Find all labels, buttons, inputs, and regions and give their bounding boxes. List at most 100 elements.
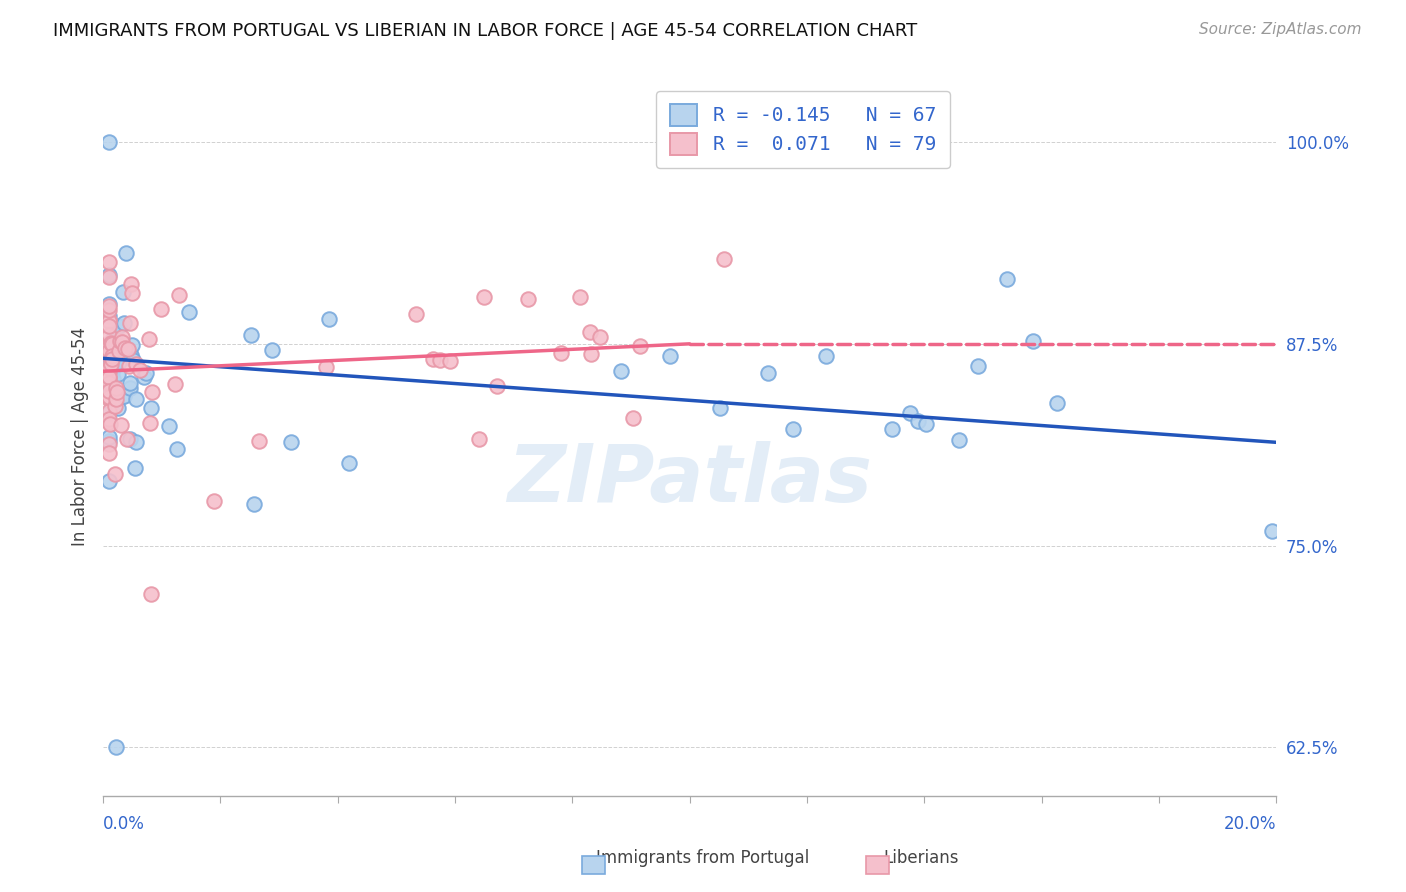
Point [98, 430, 121, 444]
Point [157, 418, 180, 433]
Point [98, 349, 121, 363]
Point [118, 381, 141, 395]
Point [98, 372, 121, 386]
Point [318, 311, 340, 326]
Point [98, 339, 121, 353]
Point [262, 343, 284, 358]
Point [709, 401, 731, 415]
Point [101, 365, 124, 379]
Point [98, 270, 121, 285]
Point [98, 336, 121, 351]
Point [134, 370, 156, 384]
Point [101, 372, 124, 386]
Point [98, 474, 121, 488]
Point [472, 290, 495, 304]
Point [124, 460, 146, 475]
Point [98, 392, 121, 406]
Point [167, 288, 190, 302]
Point [98, 415, 121, 429]
Point [112, 389, 135, 403]
Point [108, 343, 131, 358]
Point [165, 376, 187, 391]
Point [108, 355, 131, 369]
Point [609, 364, 631, 378]
Point [659, 350, 682, 364]
Point [104, 392, 127, 407]
Point [104, 399, 127, 413]
Point [111, 285, 134, 299]
Point [108, 319, 131, 334]
Point [100, 351, 122, 365]
Point [98, 417, 121, 431]
Point [100, 357, 122, 371]
Point [315, 359, 337, 374]
Point [111, 330, 134, 344]
Point [110, 418, 132, 433]
Point [122, 352, 145, 367]
Point [118, 317, 141, 331]
Point [517, 292, 540, 306]
Legend: R = -0.145   N = 67, R =  0.071   N = 79: R = -0.145 N = 67, R = 0.071 N = 79 [657, 91, 949, 169]
Point [202, 494, 225, 508]
Point [98, 135, 121, 149]
Point [247, 434, 270, 448]
Point [98, 371, 121, 385]
Point [439, 354, 461, 368]
Point [405, 307, 427, 321]
Point [98, 357, 121, 371]
Point [101, 352, 124, 367]
Point [628, 339, 651, 353]
Point [121, 285, 143, 300]
Point [115, 246, 138, 260]
Text: Liberians: Liberians [883, 849, 959, 867]
Point [98, 268, 121, 283]
Point [117, 342, 139, 356]
Point [98, 376, 121, 391]
Point [337, 456, 360, 470]
Point [240, 328, 263, 343]
Text: 0.0%: 0.0% [103, 815, 145, 833]
Point [107, 401, 129, 415]
Point [995, 272, 1018, 286]
Point [486, 379, 509, 393]
Point [114, 341, 136, 355]
Point [98, 384, 121, 398]
Text: 20.0%: 20.0% [1223, 815, 1277, 833]
Point [129, 362, 152, 376]
Point [98, 376, 121, 391]
Point [98, 302, 121, 317]
Point [907, 414, 929, 428]
Point [112, 389, 135, 403]
Point [98, 412, 121, 426]
Y-axis label: In Labor Force | Age 45-54: In Labor Force | Age 45-54 [72, 327, 89, 546]
Point [125, 434, 148, 449]
Point [166, 442, 188, 456]
Point [568, 290, 591, 304]
Point [98, 380, 121, 394]
Point [98, 343, 121, 358]
Point [105, 380, 128, 394]
Point [713, 252, 735, 266]
Point [98, 390, 121, 404]
Point [98, 297, 121, 311]
Point [111, 334, 134, 349]
Point [120, 432, 142, 446]
Text: Source: ZipAtlas.com: Source: ZipAtlas.com [1198, 22, 1361, 37]
Point [125, 392, 148, 407]
Point [98, 299, 121, 313]
Point [98, 309, 121, 323]
Point [98, 404, 121, 418]
Point [98, 360, 121, 375]
Point [105, 385, 128, 400]
Point [880, 422, 903, 436]
Point [138, 332, 160, 346]
Point [108, 334, 131, 349]
Point [422, 352, 444, 367]
Point [280, 434, 302, 449]
Point [98, 318, 121, 333]
Point [98, 437, 121, 451]
Point [98, 255, 121, 269]
Point [135, 366, 157, 380]
Point [898, 406, 921, 420]
Point [756, 366, 779, 380]
